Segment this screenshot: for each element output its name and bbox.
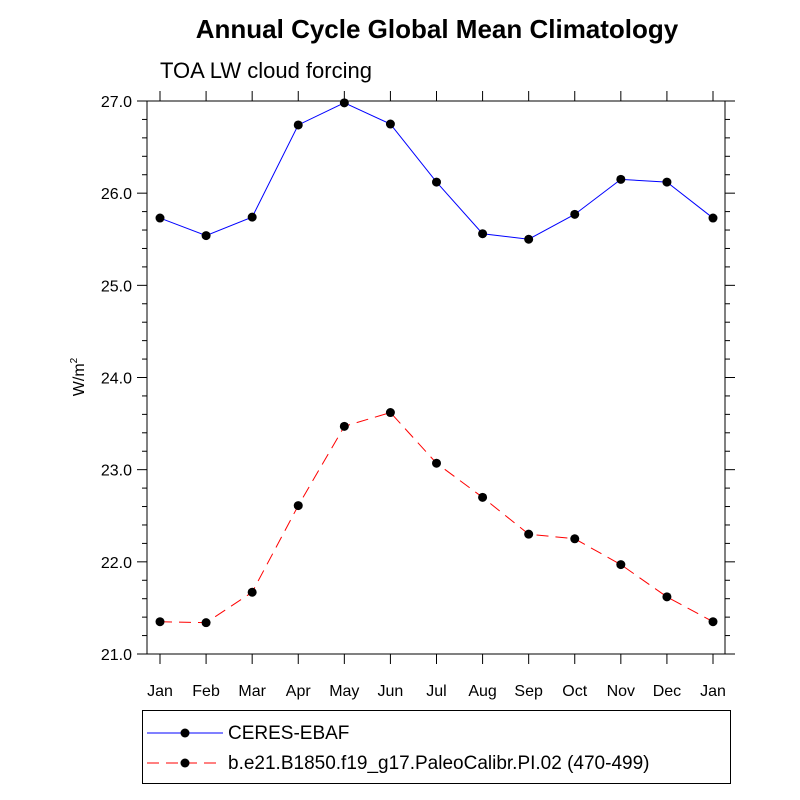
legend-label-ceres: CERES-EBAF bbox=[228, 723, 350, 744]
data-point bbox=[524, 234, 534, 244]
axis-ticks bbox=[137, 91, 735, 664]
x-tick-label: Jun bbox=[378, 683, 404, 700]
series-1 bbox=[155, 408, 718, 628]
data-point bbox=[247, 212, 257, 222]
data-point bbox=[708, 213, 718, 223]
chart-title: Annual Cycle Global Mean Climatology bbox=[196, 14, 679, 44]
legend-swatch-ceres bbox=[147, 728, 223, 738]
data-point bbox=[201, 618, 211, 628]
y-axis-label-exponent: 2 bbox=[69, 357, 80, 363]
x-tick-labels: Jan Feb Mar Apr May Jun Jul Aug Sep Oct Nov Dec Jan bbox=[147, 683, 726, 700]
y-tick-labels: 21.0 22.0 23.0 24.0 25.0 26.0 27.0 bbox=[101, 94, 132, 664]
data-point bbox=[385, 119, 395, 129]
data-point bbox=[155, 213, 165, 223]
data-point bbox=[201, 231, 211, 241]
y-axis-label-unit: W/m bbox=[71, 363, 88, 396]
y-tick-label: 25.0 bbox=[101, 278, 132, 295]
legend-swatch-model bbox=[147, 758, 223, 768]
x-tick-label: Dec bbox=[653, 683, 681, 700]
y-tick-label: 23.0 bbox=[101, 463, 132, 480]
y-tick-label: 22.0 bbox=[101, 555, 132, 572]
data-point bbox=[339, 98, 349, 108]
data-point bbox=[616, 174, 626, 184]
legend: CERES-EBAF b.e21.B1850.f19_g17.PaleoCali… bbox=[142, 710, 731, 784]
chart-subtitle: TOA LW cloud forcing bbox=[160, 58, 372, 83]
y-tick-label: 21.0 bbox=[101, 647, 132, 664]
y-tick-label: 24.0 bbox=[101, 371, 132, 388]
x-tick-label: Oct bbox=[562, 683, 587, 700]
x-tick-label: Mar bbox=[238, 683, 266, 700]
x-tick-label: Aug bbox=[468, 683, 496, 700]
series-line-1 bbox=[159, 411, 714, 624]
x-tick-label: Apr bbox=[286, 683, 312, 700]
data-point bbox=[662, 592, 672, 602]
data-point bbox=[478, 492, 488, 502]
data-point bbox=[708, 617, 718, 627]
data-point bbox=[478, 229, 488, 239]
data-point bbox=[616, 560, 626, 570]
x-tick-label: Jan bbox=[700, 683, 726, 700]
y-tick-label: 26.0 bbox=[101, 186, 132, 203]
x-tick-label: Sep bbox=[514, 683, 543, 700]
data-point bbox=[247, 587, 257, 597]
data-point bbox=[432, 177, 441, 187]
series-0 bbox=[155, 98, 718, 244]
data-point bbox=[662, 177, 672, 187]
x-tick-label: Feb bbox=[192, 683, 220, 700]
y-tick-label: 27.0 bbox=[101, 94, 132, 111]
x-tick-label: Jul bbox=[426, 683, 446, 700]
x-tick-label: May bbox=[329, 683, 359, 700]
data-point bbox=[155, 617, 165, 627]
series-layer bbox=[155, 98, 718, 628]
data-point bbox=[385, 408, 395, 418]
data-point bbox=[570, 534, 580, 544]
legend-item-ceres: CERES-EBAF bbox=[143, 719, 730, 749]
data-point bbox=[524, 529, 534, 539]
series-line-0 bbox=[159, 102, 714, 240]
data-point bbox=[432, 458, 441, 468]
legend-item-model: b.e21.B1850.f19_g17.PaleoCalibr.PI.02 (4… bbox=[143, 749, 730, 779]
data-point bbox=[570, 209, 580, 219]
x-tick-label: Nov bbox=[607, 683, 635, 700]
legend-label-model: b.e21.B1850.f19_g17.PaleoCalibr.PI.02 (4… bbox=[228, 753, 650, 774]
data-point bbox=[339, 421, 349, 431]
data-point bbox=[293, 501, 303, 511]
y-axis-label: W/m2 bbox=[69, 357, 88, 396]
x-tick-label: Jan bbox=[147, 683, 173, 700]
data-point bbox=[293, 120, 303, 130]
